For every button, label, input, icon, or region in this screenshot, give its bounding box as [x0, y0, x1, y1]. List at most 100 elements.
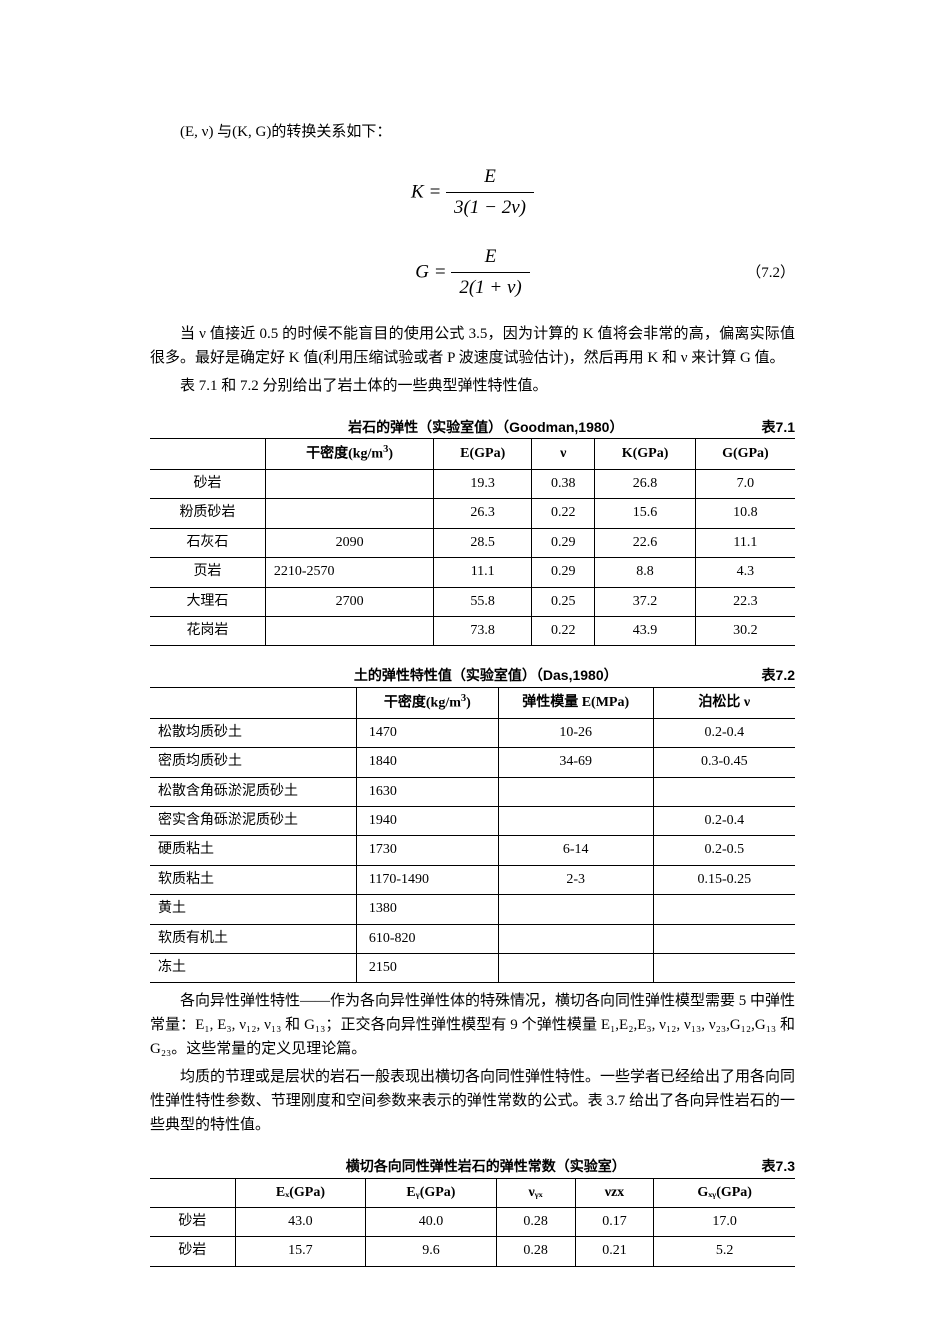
- table-cell: 11.1: [434, 558, 532, 587]
- table-cell: 黄土: [150, 895, 356, 924]
- table2-title-row: 土的弹性特性值（实验室值）（Das,1980） 表7.2: [150, 664, 795, 686]
- table1-title-row: 岩石的弹性（实验室值）（Goodman,1980） 表7.1: [150, 416, 795, 438]
- table-cell: 1840: [356, 748, 498, 777]
- table-cell: [498, 895, 653, 924]
- table-cell: 砂岩: [150, 1237, 235, 1266]
- table-cell: 0.25: [532, 587, 595, 616]
- table3-label: 表7.3: [762, 1155, 795, 1177]
- table-7-3: Eₓ(GPa)Eᵧ(GPa)νᵧₓνzxGₓᵧ(GPa) 砂岩43.040.00…: [150, 1178, 795, 1267]
- table-row: 砂岩15.79.60.280.215.2: [150, 1237, 795, 1266]
- table-cell: 2210-2570: [265, 558, 433, 587]
- table1-header: K(GPa): [595, 438, 696, 469]
- table-row: 粉质砂岩26.30.2215.610.8: [150, 499, 795, 528]
- table2-header: [150, 687, 356, 718]
- table-cell: 26.3: [434, 499, 532, 528]
- table-cell: [653, 895, 795, 924]
- table-cell: 22.3: [695, 587, 795, 616]
- formula-k-den: 3(1 − 2ν): [446, 193, 534, 223]
- table2-header: 干密度(kg/m3): [356, 687, 498, 718]
- table-cell: 1630: [356, 777, 498, 806]
- table-cell: 砂岩: [150, 1208, 235, 1237]
- table-cell: 软质有机土: [150, 924, 356, 953]
- table-cell: 15.7: [235, 1237, 366, 1266]
- table-cell: 1470: [356, 718, 498, 747]
- table-7-2: 干密度(kg/m3)弹性模量 E(MPa)泊松比 ν 松散均质砂土147010-…: [150, 687, 795, 984]
- table2-header: 泊松比 ν: [653, 687, 795, 718]
- table-cell: 8.8: [595, 558, 696, 587]
- table3-header: νᵧₓ: [496, 1178, 575, 1207]
- table-cell: 610-820: [356, 924, 498, 953]
- formula-k-num: E: [446, 162, 534, 193]
- table-cell: 19.3: [434, 470, 532, 499]
- table-cell: 软质粘土: [150, 865, 356, 894]
- table-cell: 7.0: [695, 470, 795, 499]
- table-cell: 10-26: [498, 718, 653, 747]
- table1-label: 表7.1: [762, 416, 795, 438]
- table-cell: 0.29: [532, 558, 595, 587]
- equation-number: （7.2）: [746, 261, 795, 285]
- formula-g: G = E 2(1 + ν) （7.2）: [150, 242, 795, 304]
- table-cell: 43.9: [595, 616, 696, 645]
- table-cell: 大理石: [150, 587, 265, 616]
- paragraph-3: 各向异性弹性特性——作为各向异性弹性体的特殊情况，横切各向同性弹性模型需要 5 …: [150, 989, 795, 1061]
- table-cell: 30.2: [695, 616, 795, 645]
- table-cell: 砂岩: [150, 470, 265, 499]
- table-cell: 2-3: [498, 865, 653, 894]
- table1-header: E(GPa): [434, 438, 532, 469]
- table1-header: [150, 438, 265, 469]
- table-cell: 松散均质砂土: [150, 718, 356, 747]
- table-cell: 0.21: [575, 1237, 654, 1266]
- formula-g-lhs: G: [415, 261, 429, 282]
- table-row: 石灰石209028.50.2922.611.1: [150, 528, 795, 557]
- table3-header: [150, 1178, 235, 1207]
- table2-label: 表7.2: [762, 664, 795, 686]
- formula-g-num: E: [451, 242, 529, 273]
- formula-k: K = E 3(1 − 2ν): [150, 162, 795, 224]
- table-row: 硬质粘土17306-140.2-0.5: [150, 836, 795, 865]
- table-cell: 37.2: [595, 587, 696, 616]
- table1-header: 干密度(kg/m3): [265, 438, 433, 469]
- table-cell: 1380: [356, 895, 498, 924]
- table-cell: [265, 499, 433, 528]
- table-7-1: 干密度(kg/m3)E(GPa)νK(GPa)G(GPa) 砂岩19.30.38…: [150, 438, 795, 646]
- table-row: 冻土2150: [150, 953, 795, 982]
- table-cell: 0.3-0.45: [653, 748, 795, 777]
- table-row: 密实含角砾淤泥质砂土19400.2-0.4: [150, 806, 795, 835]
- table-cell: [265, 470, 433, 499]
- table-cell: 28.5: [434, 528, 532, 557]
- table-row: 黄土1380: [150, 895, 795, 924]
- table-cell: 0.22: [532, 499, 595, 528]
- table1-header: G(GPa): [695, 438, 795, 469]
- table3-header: Gₓᵧ(GPa): [654, 1178, 795, 1207]
- table-cell: 密实含角砾淤泥质砂土: [150, 806, 356, 835]
- table1-header: ν: [532, 438, 595, 469]
- table-cell: 10.8: [695, 499, 795, 528]
- table-cell: [265, 616, 433, 645]
- paragraph-2: 表 7.1 和 7.2 分别给出了岩土体的一些典型弹性特性值。: [150, 374, 795, 398]
- table-cell: 6-14: [498, 836, 653, 865]
- table-row: 大理石270055.80.2537.222.3: [150, 587, 795, 616]
- table-cell: 9.6: [366, 1237, 496, 1266]
- table-cell: 硬质粘土: [150, 836, 356, 865]
- table-cell: 26.8: [595, 470, 696, 499]
- table-cell: 1170-1490: [356, 865, 498, 894]
- table-cell: 0.2-0.4: [653, 806, 795, 835]
- table-cell: 页岩: [150, 558, 265, 587]
- table-cell: 0.29: [532, 528, 595, 557]
- table-cell: 17.0: [654, 1208, 795, 1237]
- formula-k-lhs: K: [411, 181, 424, 202]
- table-row: 松散含角砾淤泥质砂土1630: [150, 777, 795, 806]
- table-cell: 2150: [356, 953, 498, 982]
- table-cell: 5.2: [654, 1237, 795, 1266]
- table-cell: [653, 953, 795, 982]
- table3-header: Eᵧ(GPa): [366, 1178, 496, 1207]
- table-cell: 40.0: [366, 1208, 496, 1237]
- table3-title-row: 横切各向同性弹性岩石的弹性常数（实验室） 表7.3: [150, 1155, 795, 1177]
- table-cell: 0.17: [575, 1208, 654, 1237]
- table3-title: 横切各向同性弹性岩石的弹性常数（实验室）: [210, 1155, 762, 1177]
- table-cell: 55.8: [434, 587, 532, 616]
- table-row: 松散均质砂土147010-260.2-0.4: [150, 718, 795, 747]
- table-row: 软质有机土610-820: [150, 924, 795, 953]
- table-cell: [653, 777, 795, 806]
- table-cell: 15.6: [595, 499, 696, 528]
